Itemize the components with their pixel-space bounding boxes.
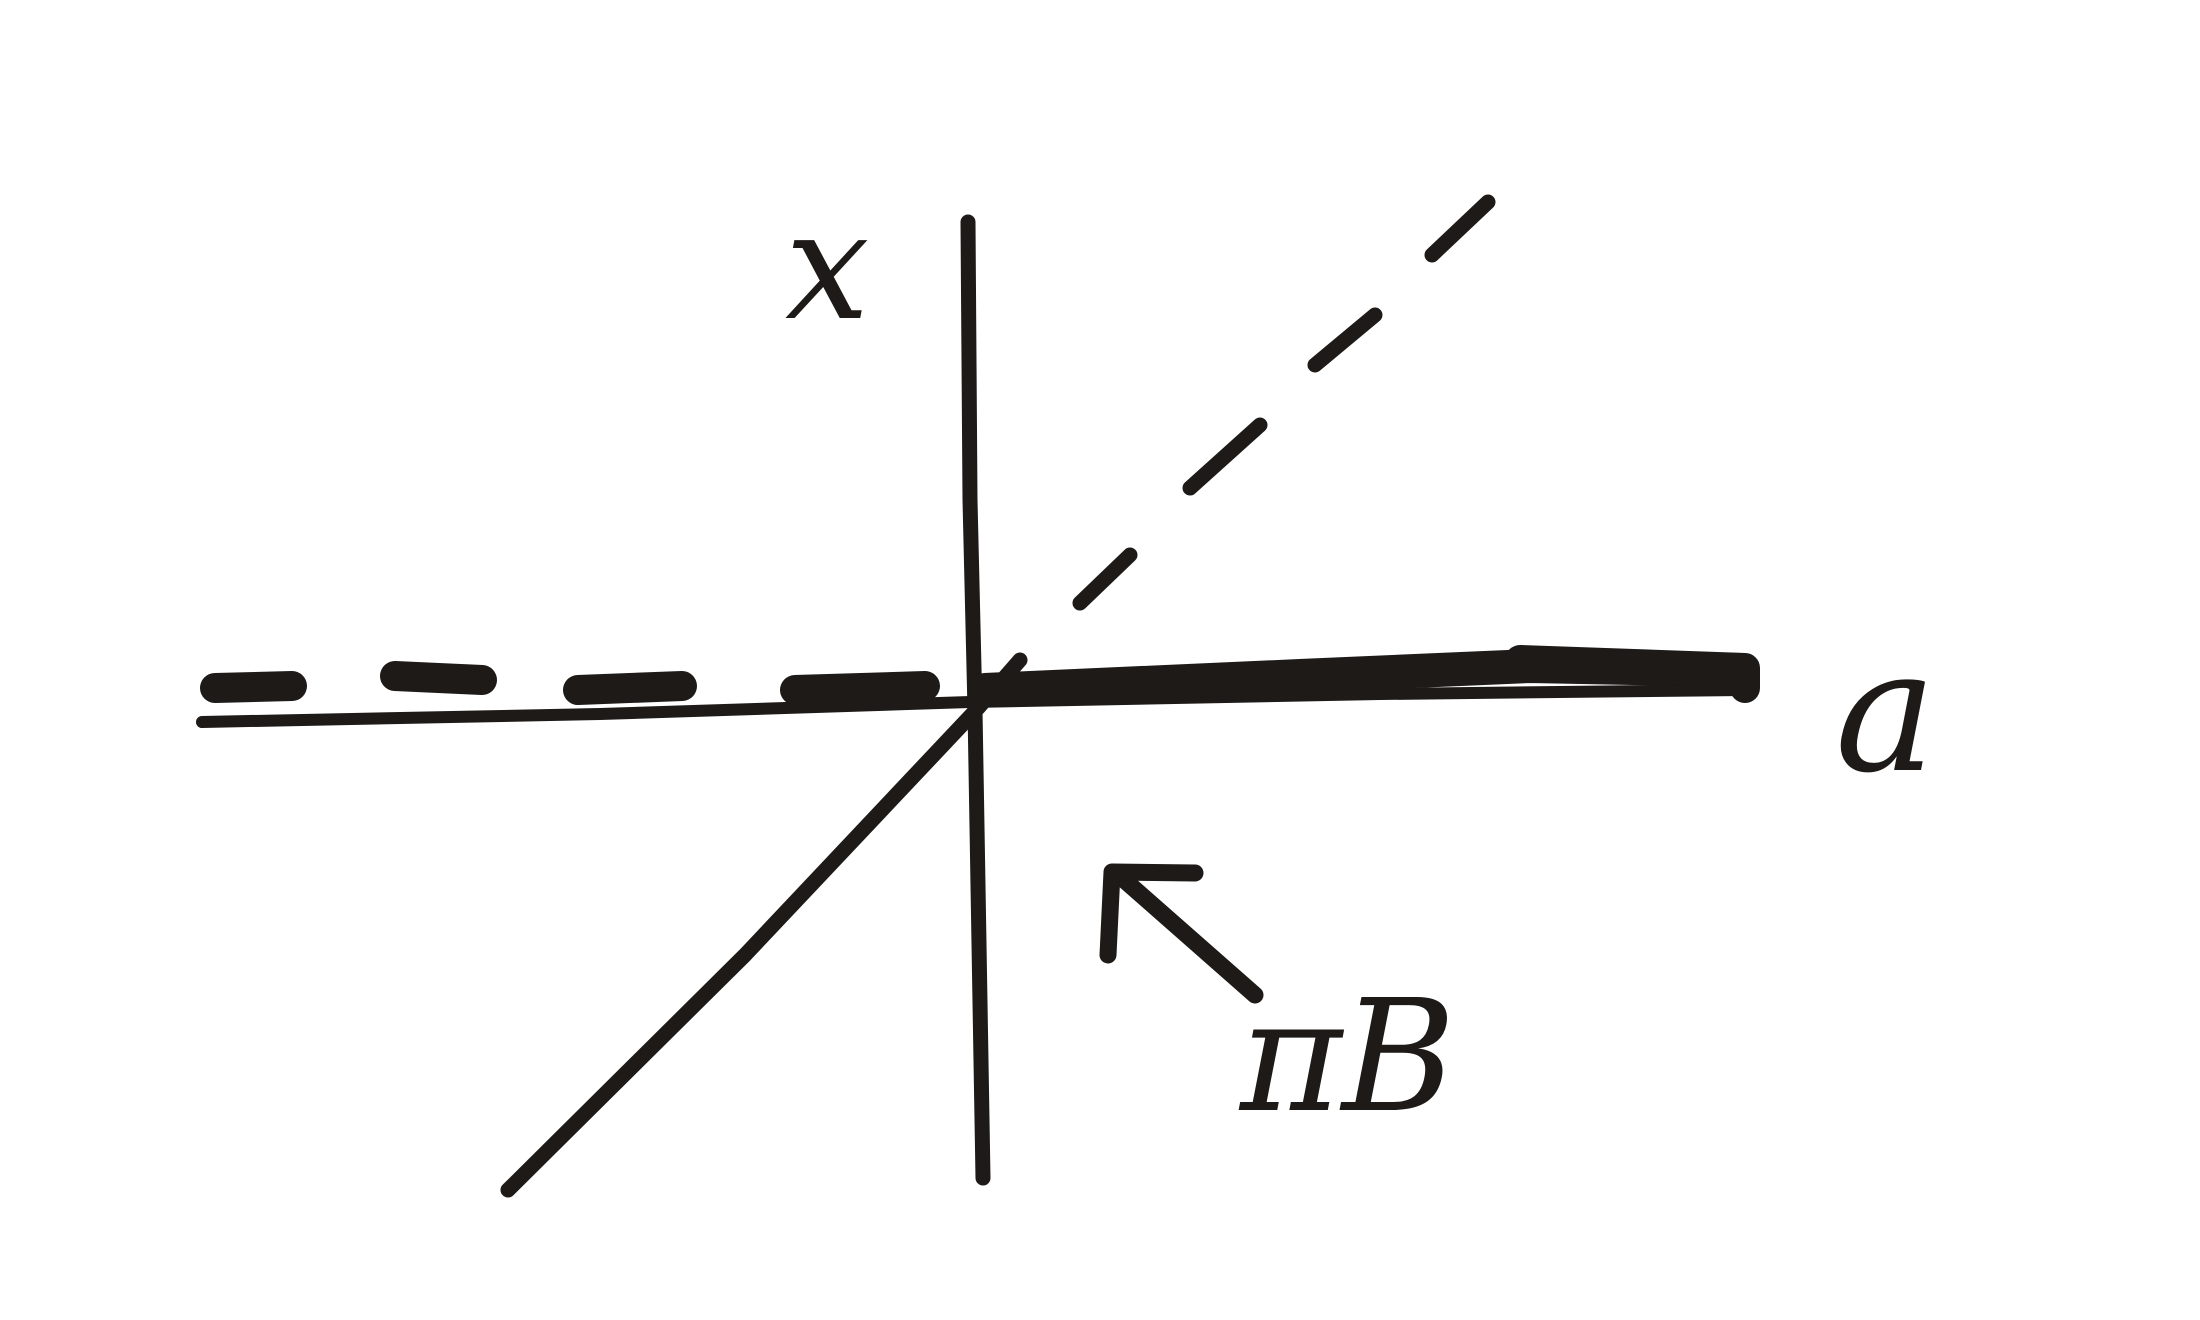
horizontal-axis-thick-end xyxy=(1505,645,1760,703)
pointer-arrow xyxy=(1099,863,1264,1004)
diagonal-dashed-line xyxy=(1072,194,1496,611)
pointer-label: πB xyxy=(1238,966,1456,1147)
horizontal-axis-label: a xyxy=(1835,613,1936,811)
diagonal-solid-line xyxy=(500,652,1028,1198)
horizontal-axis-dashed-segment xyxy=(200,661,940,705)
vertical-axis xyxy=(960,214,991,1186)
vertical-axis-label: x xyxy=(785,180,870,354)
horizontal-axis-base xyxy=(196,684,1751,728)
